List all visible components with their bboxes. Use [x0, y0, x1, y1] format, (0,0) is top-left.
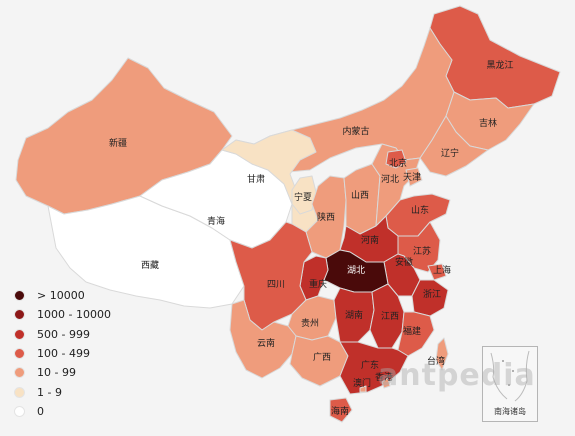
legend-swatch-icon [14, 309, 25, 321]
province-tianjin[interactable] [405, 167, 423, 187]
province-beijing[interactable] [385, 149, 407, 169]
south-sea-islands-icon [490, 350, 530, 402]
legend-label: 0 [37, 404, 44, 418]
province-jiangxi[interactable] [369, 283, 405, 349]
province-hainan[interactable] [329, 397, 353, 423]
province-fujian[interactable] [397, 311, 435, 357]
legend-label: 500 - 999 [37, 327, 90, 341]
province-shaanxi[interactable] [305, 175, 347, 259]
province-layer [15, 5, 561, 423]
province-hebei[interactable] [371, 143, 421, 227]
province-hunan[interactable] [333, 287, 375, 343]
province-guangdong[interactable] [339, 341, 409, 395]
watermark: antpedia [378, 358, 536, 393]
province-zhejiang[interactable] [411, 279, 449, 317]
south-china-sea-inset: 南海诸岛 [482, 346, 538, 422]
legend-item[interactable]: 500 - 999 [14, 325, 111, 344]
legend-item[interactable]: 100 - 499 [14, 344, 111, 363]
legend-swatch-icon [14, 386, 25, 398]
legend-label: > 10000 [37, 289, 85, 303]
legend-item[interactable]: 1000 - 10000 [14, 305, 111, 324]
province-qinghai[interactable] [139, 149, 293, 249]
legend-item[interactable]: 1 - 9 [14, 382, 111, 401]
legend-swatch-icon [14, 328, 25, 340]
legend-label: 100 - 499 [37, 347, 90, 361]
province-sichuan[interactable] [229, 221, 313, 331]
south-sea-inset-label: 南海诸岛 [494, 407, 526, 416]
province-shanghai[interactable] [427, 263, 447, 281]
map-legend: > 10000 1000 - 10000 500 - 999 100 - 499 10 … [14, 286, 111, 421]
legend-swatch-icon [14, 290, 25, 302]
legend-item[interactable]: > 10000 [14, 286, 111, 305]
province-taiwan[interactable] [435, 337, 449, 371]
province-shanxi[interactable] [343, 163, 381, 235]
province-ningxia[interactable] [291, 175, 317, 215]
legend-item[interactable]: 10 - 99 [14, 363, 111, 382]
legend-swatch-icon [14, 348, 25, 360]
legend-swatch-icon [14, 405, 25, 417]
province-aomen[interactable] [359, 385, 367, 393]
province-guangxi[interactable] [289, 335, 349, 387]
legend-label: 1 - 9 [37, 385, 62, 399]
legend-item[interactable]: 0 [14, 402, 111, 421]
legend-label: 1000 - 10000 [37, 308, 111, 322]
legend-swatch-icon [14, 367, 25, 379]
province-hongkong[interactable] [381, 377, 391, 389]
legend-label: 10 - 99 [37, 366, 76, 380]
